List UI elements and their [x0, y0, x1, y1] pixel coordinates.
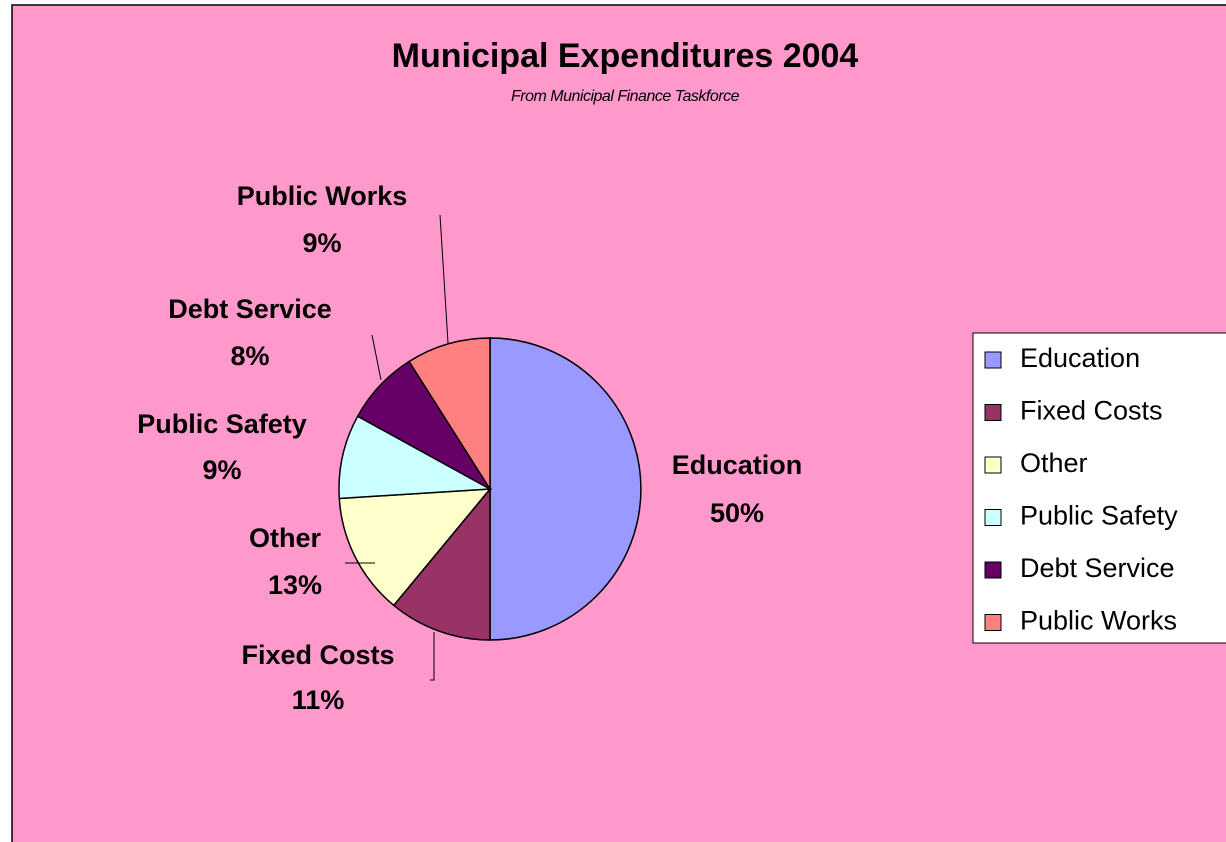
legend-swatch	[984, 351, 1002, 369]
slice-label: Education	[672, 450, 803, 480]
slice-value: 9%	[202, 455, 241, 485]
slice-value: 13%	[268, 570, 322, 600]
legend-label: Other	[1020, 448, 1088, 478]
pie-slice	[408, 337, 491, 492]
legend-label: Fixed Costs	[1020, 396, 1163, 426]
slice-value: 8%	[230, 341, 269, 371]
legend-box	[972, 332, 1226, 644]
chart-title: Municipal Expenditures 2004	[392, 37, 859, 75]
slice-label: Public Safety	[137, 409, 307, 439]
legend-label: Debt Service	[1020, 553, 1175, 583]
slice-value: 11%	[292, 685, 345, 715]
leader-line	[439, 214, 449, 344]
legend-swatch	[984, 456, 1002, 474]
leader-line	[430, 632, 435, 681]
legend-label: Public Works	[1020, 606, 1177, 636]
slice-label: Other	[249, 523, 322, 553]
legend-swatch	[984, 614, 1002, 631]
pie-slice	[338, 488, 492, 607]
slice-value: 50%	[710, 498, 764, 528]
slice-label: Debt Service	[168, 294, 332, 324]
slice-label: Public Works	[237, 181, 408, 211]
legend-swatch	[984, 509, 1002, 526]
pie-slice	[489, 337, 642, 641]
legend-swatch	[984, 404, 1002, 421]
legend-label: Education	[1020, 343, 1140, 373]
pie-slice	[338, 415, 493, 500]
legend-swatch	[984, 561, 1002, 579]
chart-subtitle: From Municipal Finance Taskforce	[511, 88, 740, 105]
leader-line	[371, 334, 382, 381]
pie-slice	[392, 486, 491, 641]
slice-label: Fixed Costs	[241, 640, 394, 670]
legend-label: Public Safety	[1020, 501, 1178, 531]
slice-value: 9%	[302, 228, 341, 258]
